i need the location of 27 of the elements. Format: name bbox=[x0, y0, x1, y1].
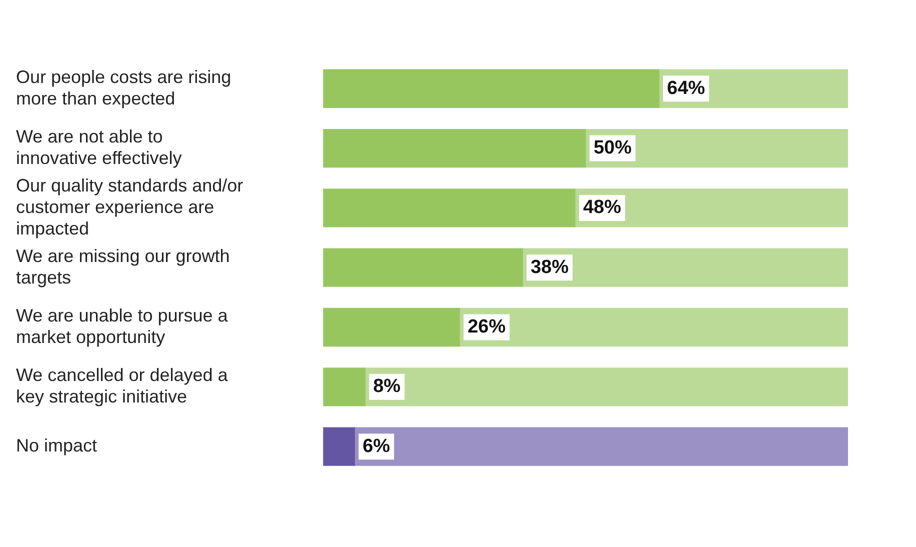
bar bbox=[364, 368, 848, 406]
bar bbox=[323, 427, 355, 466]
data-label: 38% bbox=[530, 256, 569, 278]
y-tick-label: Our people costs are rising more than expected bbox=[16, 66, 232, 108]
bar bbox=[459, 308, 848, 347]
data-label: 26% bbox=[468, 316, 506, 338]
data-label: 8% bbox=[373, 376, 401, 398]
y-tick-label: Our quality standards and/or customer experience are impacted bbox=[16, 175, 244, 239]
bar bbox=[323, 128, 586, 168]
bar bbox=[323, 308, 460, 347]
bar bbox=[574, 188, 848, 228]
y-tick-label: We cancelled or delayed a key strategic initiative bbox=[16, 365, 229, 407]
bar bbox=[522, 248, 848, 287]
bar bbox=[354, 427, 848, 466]
y-tick-label: We are unable to pursue a market opportunity bbox=[16, 305, 229, 348]
bar bbox=[585, 128, 848, 168]
y-tick-label: We are not able to innovative effectively bbox=[16, 126, 182, 168]
data-label: 64% bbox=[667, 78, 706, 99]
bar bbox=[323, 248, 523, 287]
data-label: 6% bbox=[362, 436, 390, 457]
y-tick-label: No impact bbox=[16, 436, 98, 456]
bar bbox=[323, 368, 366, 406]
data-label: 50% bbox=[594, 138, 632, 159]
y-tick-label: We are missing our growth targets bbox=[16, 246, 230, 288]
bar bbox=[323, 188, 576, 228]
data-label: 48% bbox=[583, 197, 622, 218]
bar bbox=[323, 69, 660, 108]
